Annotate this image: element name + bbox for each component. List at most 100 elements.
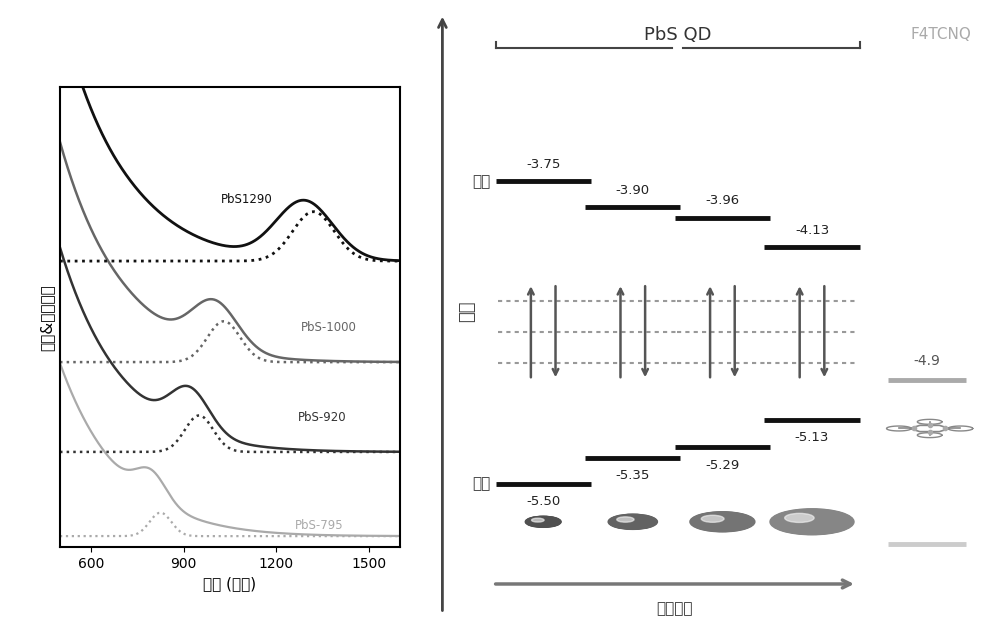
Circle shape (528, 517, 559, 527)
Circle shape (611, 515, 655, 529)
Circle shape (630, 521, 635, 522)
Circle shape (532, 518, 554, 525)
Circle shape (624, 519, 641, 524)
Circle shape (530, 518, 557, 526)
Circle shape (542, 521, 545, 522)
Circle shape (624, 519, 642, 524)
Circle shape (721, 521, 724, 522)
Circle shape (771, 509, 853, 534)
Circle shape (701, 515, 724, 522)
Circle shape (704, 516, 741, 527)
Circle shape (796, 517, 828, 527)
Circle shape (539, 521, 547, 523)
Circle shape (798, 518, 826, 526)
Circle shape (700, 515, 745, 529)
Circle shape (541, 521, 545, 522)
Circle shape (785, 513, 814, 522)
Circle shape (617, 517, 648, 527)
Circle shape (612, 516, 653, 528)
Circle shape (713, 519, 732, 525)
Circle shape (773, 510, 851, 534)
Text: PbS QD: PbS QD (644, 26, 711, 44)
Text: PbS-1000: PbS-1000 (301, 321, 357, 333)
Text: -4.9: -4.9 (913, 354, 940, 368)
Circle shape (620, 518, 646, 526)
Circle shape (535, 519, 551, 524)
Circle shape (617, 517, 649, 527)
Circle shape (632, 521, 634, 522)
Text: -5.29: -5.29 (705, 459, 740, 471)
Circle shape (630, 521, 636, 522)
Circle shape (710, 518, 735, 526)
Circle shape (770, 509, 854, 535)
Circle shape (623, 519, 643, 525)
Circle shape (699, 514, 746, 529)
Circle shape (784, 513, 840, 531)
Circle shape (532, 518, 544, 522)
Circle shape (712, 519, 733, 525)
Circle shape (694, 513, 751, 531)
Circle shape (631, 521, 635, 522)
Circle shape (536, 519, 551, 524)
Circle shape (536, 520, 550, 524)
Circle shape (797, 518, 827, 526)
Circle shape (715, 519, 730, 524)
Text: 增加尺寸: 增加尺寸 (657, 601, 693, 616)
Circle shape (622, 519, 643, 525)
Circle shape (526, 516, 561, 527)
Circle shape (791, 515, 833, 528)
Circle shape (790, 515, 834, 529)
Circle shape (705, 516, 740, 527)
Circle shape (700, 515, 744, 529)
Circle shape (533, 519, 553, 525)
Circle shape (692, 513, 752, 531)
Circle shape (703, 516, 742, 528)
Circle shape (537, 520, 549, 524)
Circle shape (711, 518, 734, 526)
Circle shape (808, 521, 816, 523)
Circle shape (714, 519, 731, 524)
Circle shape (622, 518, 644, 525)
Circle shape (696, 514, 748, 530)
Circle shape (541, 521, 545, 522)
Circle shape (628, 520, 638, 523)
Text: PbS1290: PbS1290 (221, 193, 272, 206)
Circle shape (810, 521, 814, 522)
Circle shape (800, 518, 824, 526)
Text: F4TCNQ: F4TCNQ (910, 27, 971, 42)
Circle shape (717, 520, 728, 524)
Circle shape (792, 516, 832, 528)
Circle shape (536, 519, 550, 524)
Circle shape (780, 512, 844, 532)
Circle shape (804, 519, 820, 524)
Circle shape (608, 514, 657, 529)
Circle shape (628, 521, 637, 523)
Circle shape (540, 521, 547, 523)
Circle shape (795, 517, 829, 527)
Circle shape (532, 519, 554, 525)
Circle shape (799, 518, 825, 526)
Circle shape (534, 519, 552, 524)
Circle shape (772, 509, 852, 534)
Circle shape (612, 515, 654, 528)
Circle shape (620, 518, 645, 526)
Circle shape (696, 514, 749, 530)
Circle shape (702, 516, 743, 528)
Y-axis label: 吸收&荧光强度: 吸收&荧光强度 (39, 284, 54, 351)
Text: -3.75: -3.75 (526, 158, 560, 171)
Circle shape (691, 512, 754, 532)
X-axis label: 波长 (纳米): 波长 (纳米) (203, 577, 257, 592)
Circle shape (528, 517, 558, 526)
Circle shape (540, 521, 546, 522)
Circle shape (614, 516, 651, 527)
Circle shape (776, 511, 848, 533)
Circle shape (778, 511, 846, 532)
Circle shape (614, 516, 652, 527)
Circle shape (777, 511, 847, 532)
Circle shape (532, 518, 555, 526)
Circle shape (719, 521, 726, 522)
Circle shape (625, 519, 640, 524)
Circle shape (775, 511, 849, 533)
Circle shape (786, 514, 838, 530)
Circle shape (708, 518, 737, 526)
